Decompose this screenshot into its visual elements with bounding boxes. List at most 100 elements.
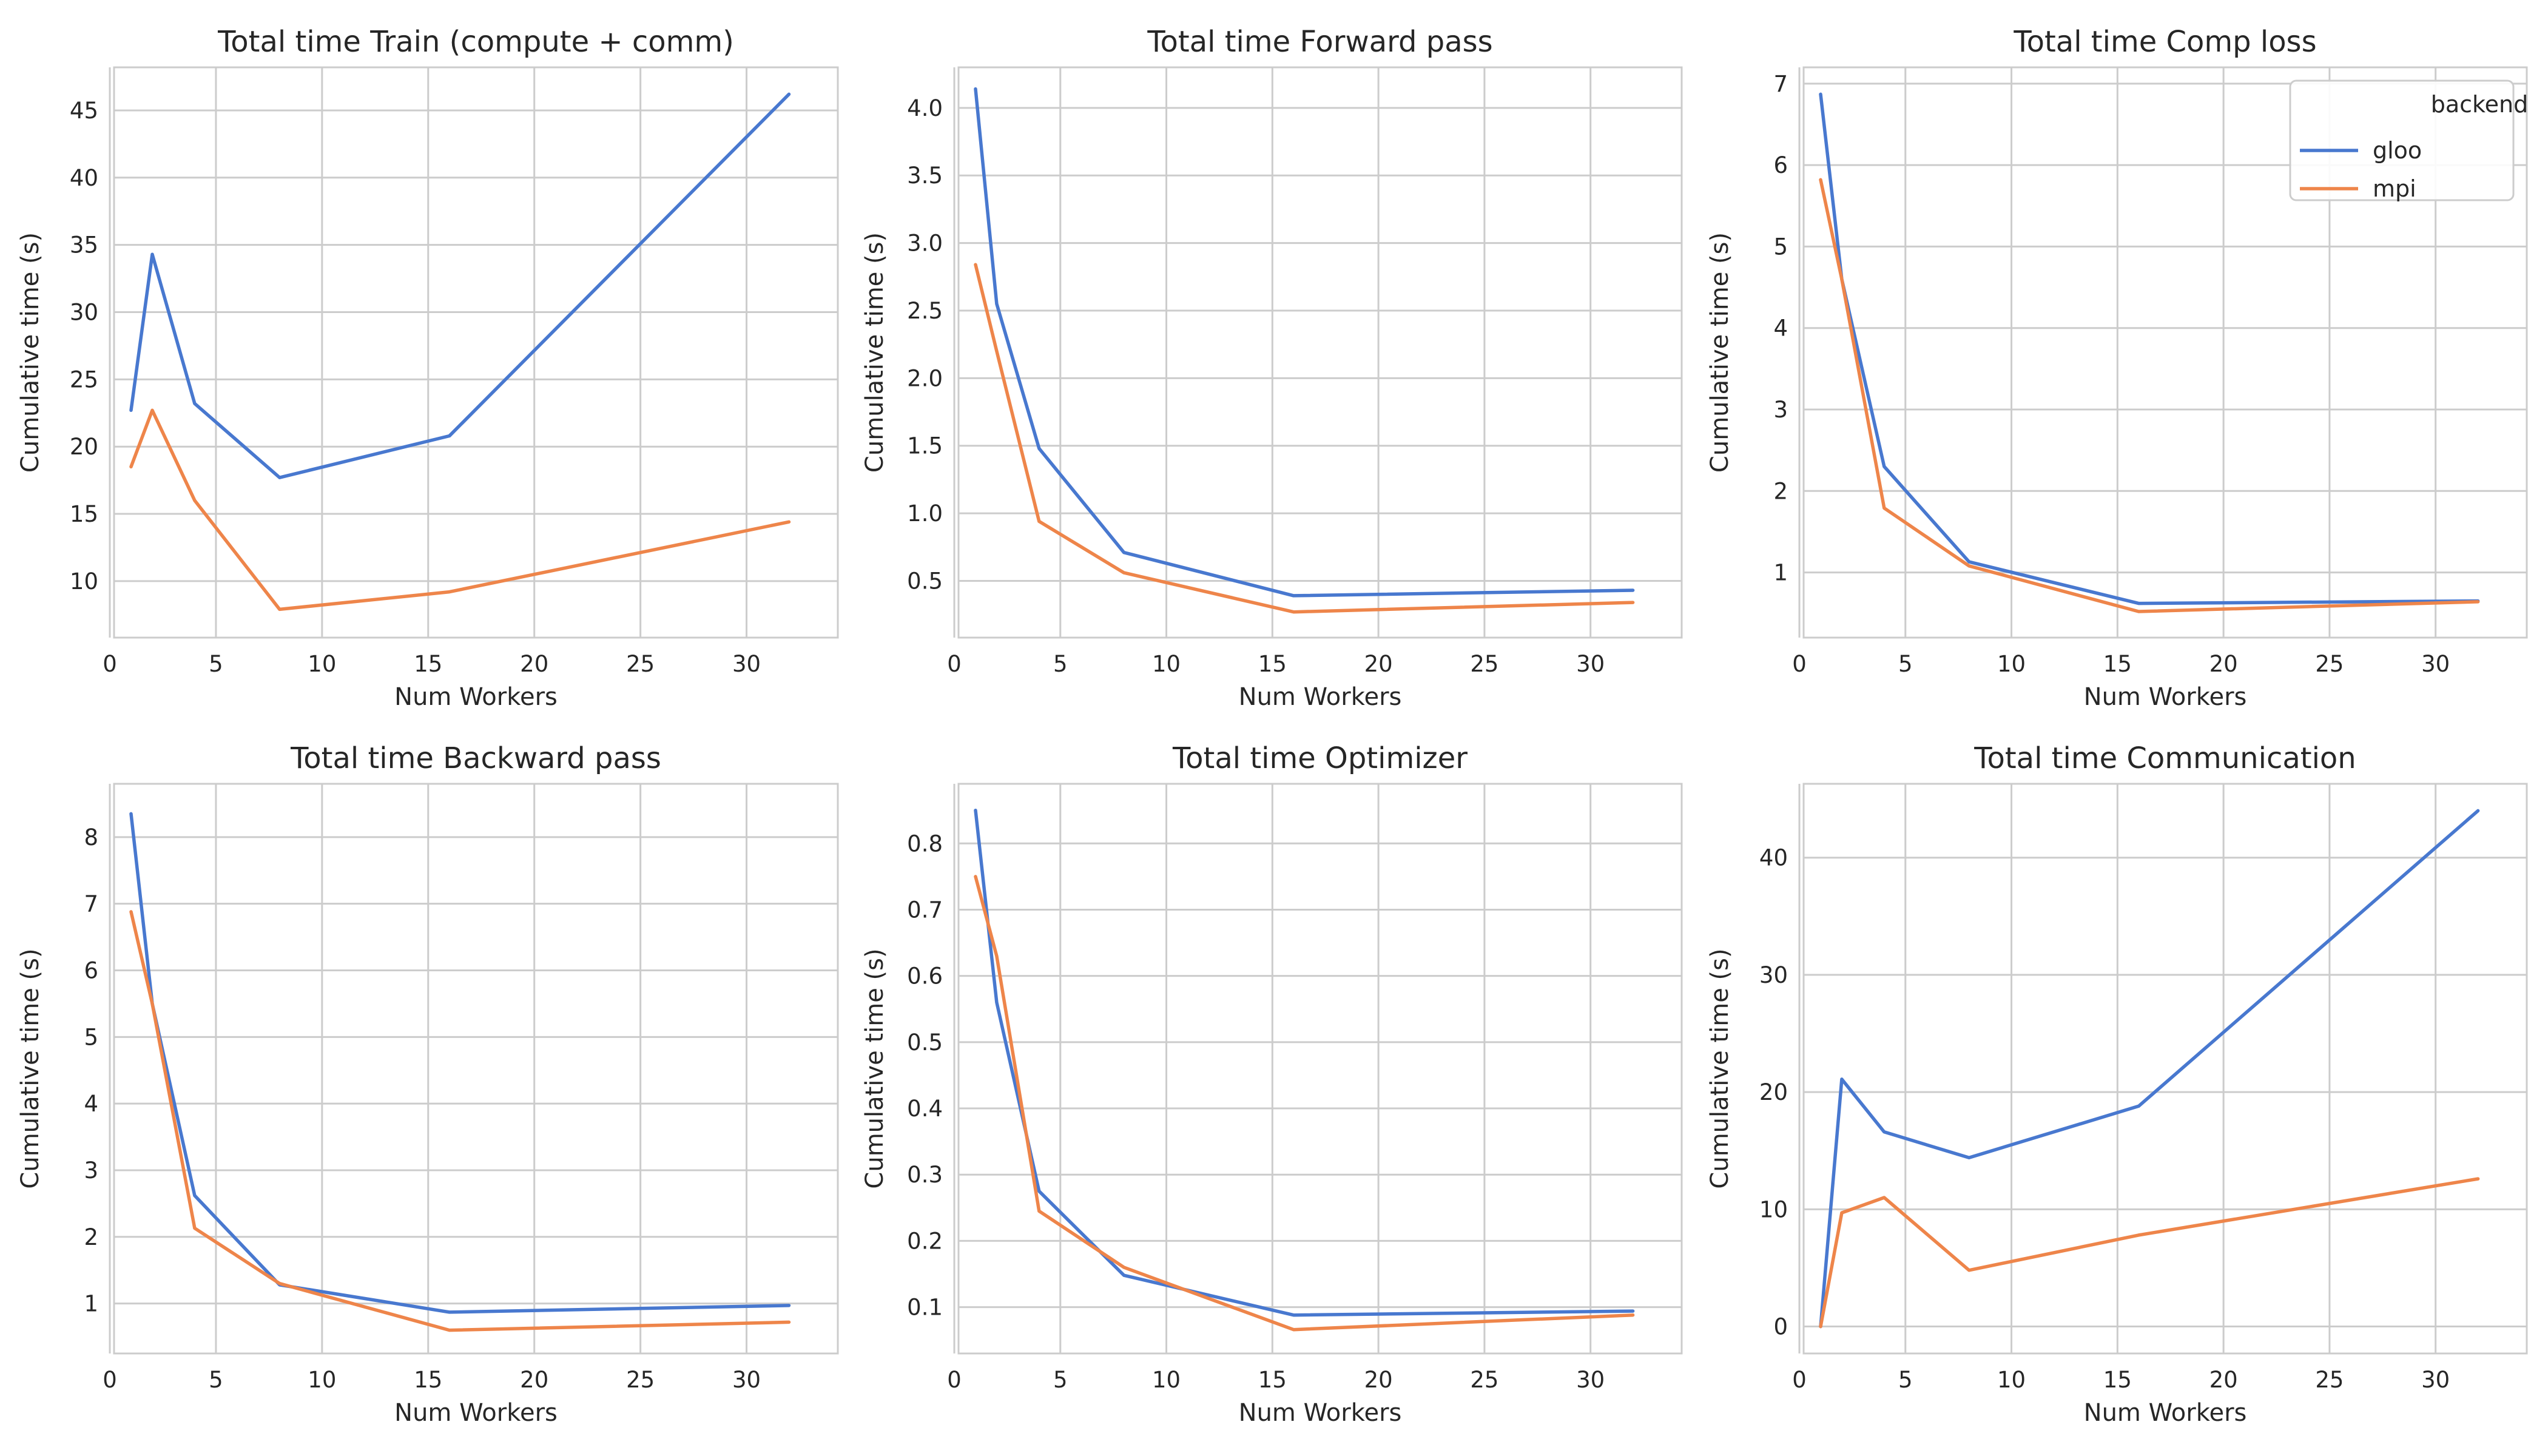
series-line-mpi (129, 408, 791, 612)
x-tick-label: 5 (1898, 1367, 1913, 1393)
plot-frame (957, 783, 1683, 1355)
x-tick-label: 15 (1258, 651, 1287, 677)
x-tick-label: 30 (732, 651, 761, 677)
y-tick-label: 2.5 (907, 298, 943, 324)
x-tick-label: 5 (209, 1367, 223, 1393)
x-tick-label: 20 (1364, 651, 1393, 677)
x-axis-label: Num Workers (1239, 1399, 1402, 1427)
x-tick-label: 30 (1576, 1367, 1605, 1393)
series-line-gloo (129, 92, 791, 479)
y-tick-label: 0.4 (907, 1096, 943, 1122)
y-tick-label: 0.1 (907, 1295, 943, 1321)
y-tick-label: 20 (70, 434, 98, 460)
x-tick-label: 20 (520, 651, 548, 677)
x-tick-label: 25 (2315, 651, 2344, 677)
chart-title: Total time Communication (1973, 741, 2356, 775)
y-tick-label: 0.7 (907, 897, 943, 923)
x-axis-label: Num Workers (394, 1399, 558, 1427)
y-tick-label: 6 (84, 958, 98, 984)
y-tick-label: 0.5 (907, 568, 943, 594)
chart-title: Total time Forward pass (1147, 25, 1492, 59)
x-tick-label: 30 (732, 1367, 761, 1393)
y-tick-label: 1.5 (907, 433, 943, 459)
x-tick-label: 20 (2209, 1367, 2238, 1393)
y-tick-label: 8 (84, 824, 98, 851)
y-axis-label: Cumulative time (s) (16, 948, 44, 1188)
x-tick-label: 10 (1152, 651, 1181, 677)
x-tick-label: 0 (1792, 1367, 1807, 1393)
plot-frame (113, 783, 839, 1355)
x-tick-label: 0 (1792, 651, 1807, 677)
y-tick-label: 4 (84, 1091, 98, 1117)
x-tick-label: 30 (2421, 651, 2450, 677)
legend-title: backend (2431, 91, 2529, 118)
legend-label-mpi: mpi (2373, 175, 2416, 202)
y-tick-label: 1 (84, 1291, 98, 1317)
plot-frame (1802, 66, 2528, 639)
y-tick-label: 15 (70, 501, 98, 527)
chart-panel-2: 0 5 10 15 20 25 30 0.5 1.0 1.5 2.0 2.5 3.0 3.5 4.0 Tota… (861, 25, 1683, 711)
y-tick-label: 4 (1773, 315, 1788, 342)
x-axis-label: Num Workers (2084, 1399, 2247, 1427)
y-tick-label: 0.5 (907, 1030, 943, 1056)
y-tick-label: 10 (1759, 1196, 1788, 1222)
chart-title: Total time Backward pass (290, 741, 661, 775)
chart-title: Total time Optimizer (1172, 741, 1468, 775)
chart-title: Total time Train (compute + comm) (217, 25, 734, 59)
x-tick-label: 5 (209, 651, 223, 677)
x-tick-label: 20 (520, 1367, 548, 1393)
series-line-gloo (129, 812, 791, 1314)
series-line-gloo (974, 87, 1635, 598)
plot-frame (1802, 783, 2528, 1355)
y-tick-label: 7 (84, 891, 98, 917)
x-tick-label: 0 (947, 651, 962, 677)
x-tick-label: 5 (1053, 1367, 1068, 1393)
x-tick-label: 10 (308, 651, 336, 677)
x-tick-label: 30 (2421, 1367, 2450, 1393)
x-axis-label: Num Workers (394, 683, 558, 711)
series-line-mpi (1819, 1177, 2480, 1329)
series-line-mpi (1819, 178, 2480, 613)
y-tick-label: 3 (84, 1158, 98, 1184)
x-tick-label: 0 (103, 1367, 117, 1393)
x-tick-label: 10 (1997, 651, 2026, 677)
y-tick-label: 2 (84, 1224, 98, 1250)
x-tick-label: 20 (1364, 1367, 1393, 1393)
x-tick-label: 25 (626, 1367, 655, 1393)
x-axis-label: Num Workers (1239, 683, 1402, 711)
x-tick-label: 10 (1997, 1367, 2026, 1393)
chart-panel-1: 0 5 10 15 20 25 30 10 15 20 25 30 35 40 45 Total time T… (16, 25, 839, 711)
legend: backend gloo mpi (2289, 79, 2529, 202)
x-tick-label: 5 (1898, 651, 1913, 677)
y-tick-label: 2 (1773, 478, 1788, 504)
plot-frame (113, 66, 839, 639)
y-axis-label: Cumulative time (s) (861, 232, 889, 473)
legend-box (2289, 79, 2515, 201)
y-axis-label: Cumulative time (s) (1706, 948, 1734, 1188)
x-tick-label: 15 (1258, 1367, 1287, 1393)
chart-title: Total time Comp loss (2013, 25, 2316, 59)
x-axis-label: Num Workers (2084, 683, 2247, 711)
series-line-mpi (129, 910, 791, 1332)
x-tick-label: 15 (414, 1367, 442, 1393)
y-axis-label: Cumulative time (s) (1706, 232, 1734, 473)
y-axis-label: Cumulative time (s) (861, 948, 889, 1188)
y-tick-label: 3 (1773, 397, 1788, 423)
y-tick-label: 30 (70, 299, 98, 325)
legend-label-gloo: gloo (2373, 137, 2422, 164)
y-tick-label: 2.0 (907, 365, 943, 391)
x-tick-label: 30 (1576, 651, 1605, 677)
x-tick-label: 5 (1053, 651, 1068, 677)
y-tick-label: 5 (1773, 234, 1788, 260)
chart-panel-5: 0 5 10 15 20 25 30 0.1 0.2 0.3 0.4 0.5 0.6 0.7 0.8 Tota… (861, 741, 1683, 1427)
y-tick-label: 35 (70, 232, 98, 258)
y-tick-label: 0.6 (907, 963, 943, 989)
y-tick-label: 45 (70, 98, 98, 124)
x-tick-label: 25 (1470, 651, 1498, 677)
y-tick-label: 1 (1773, 560, 1788, 586)
series-line-gloo (974, 808, 1635, 1317)
y-tick-label: 3.0 (907, 231, 943, 257)
x-tick-label: 0 (103, 651, 117, 677)
chart-panel-3: 0 5 10 15 20 25 30 1 2 3 4 5 6 7 Total time Comp loss N… (1706, 25, 2528, 711)
